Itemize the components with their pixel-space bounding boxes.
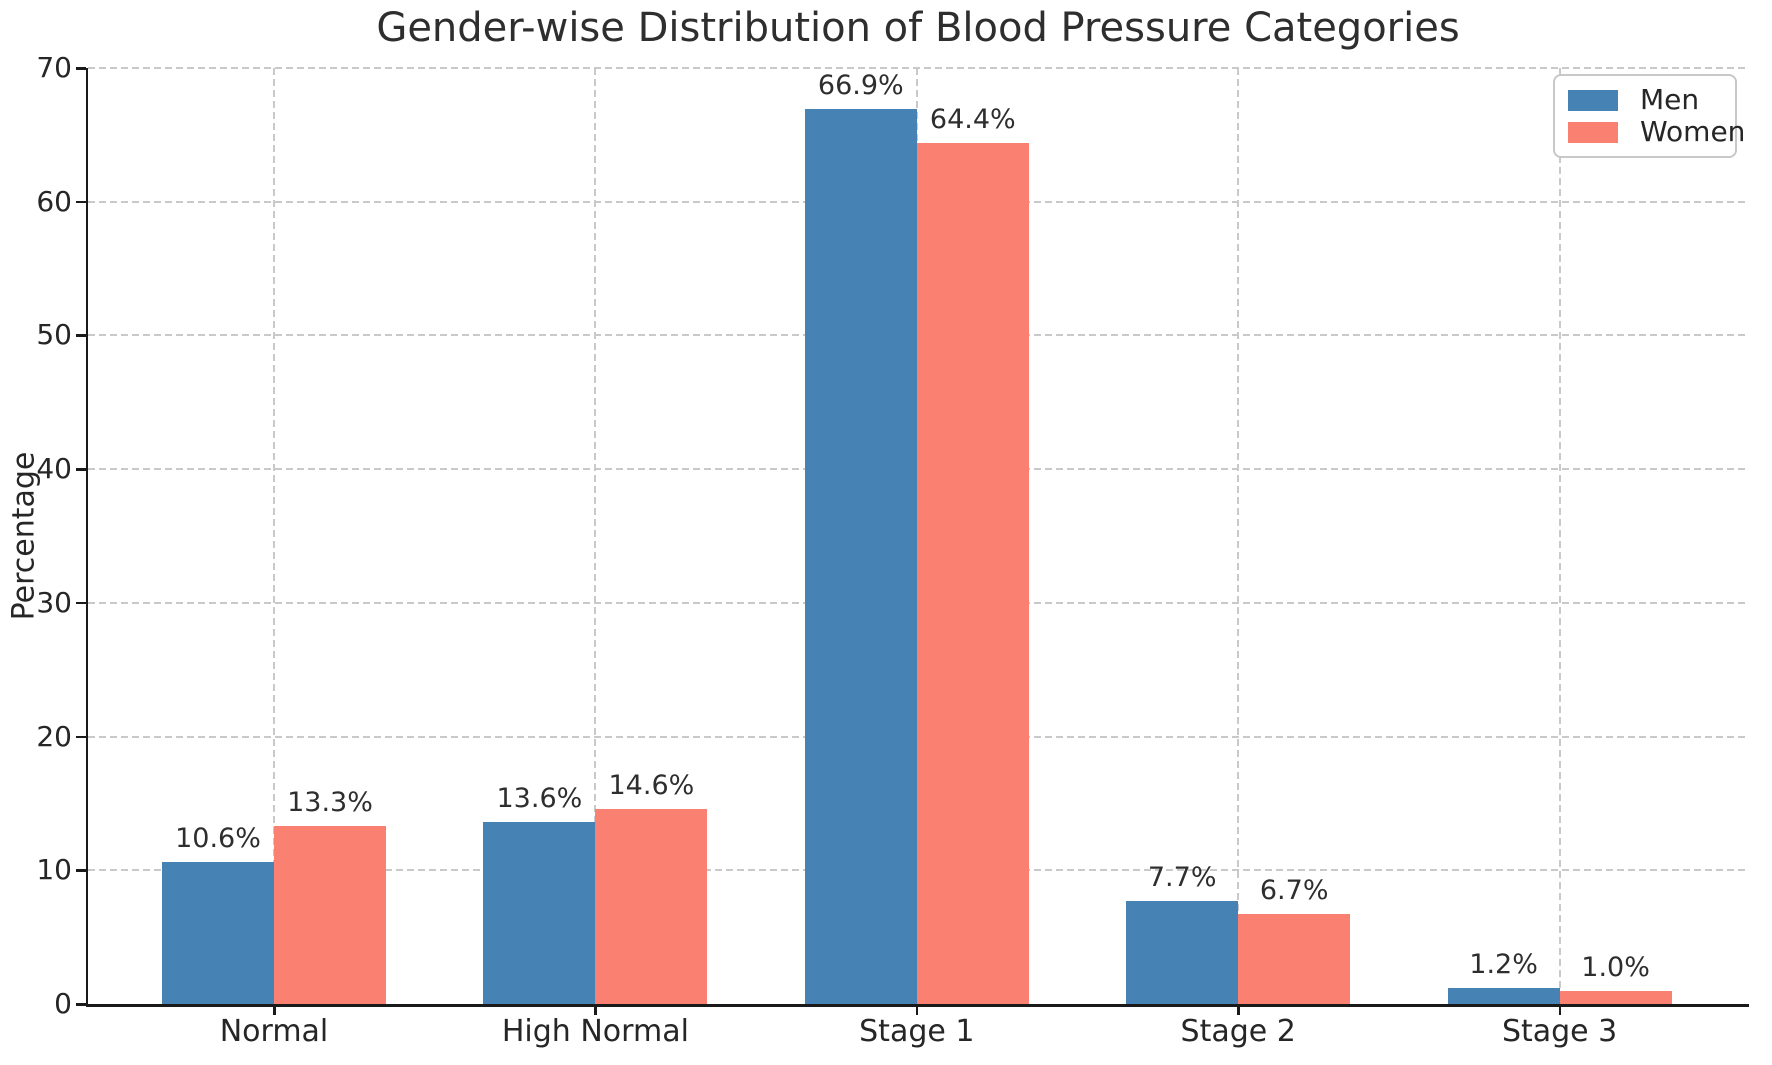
y-tick-40 xyxy=(76,468,86,471)
bar-men-0 xyxy=(162,862,274,1004)
plot-area: 10.6% 13.3% 13.6% 14.6% 66.9% 64.4% 7.7% 6.7% 1.… xyxy=(88,67,1749,1004)
bar-value-label: 6.7% xyxy=(1259,875,1329,907)
bar-women-4 xyxy=(1559,990,1672,1004)
legend: Men Women xyxy=(1553,74,1745,158)
bar-men-3 xyxy=(1126,901,1239,1004)
legend-item-women: Women xyxy=(1568,117,1745,147)
y-tick-label: 60 xyxy=(36,184,72,218)
x-tick-label: Normal xyxy=(219,1014,329,1049)
y-tick-label: 20 xyxy=(36,719,72,753)
v-gridline-4 xyxy=(1558,68,1561,1004)
bar-value-label: 14.6% xyxy=(608,769,695,801)
y-tick-label: 0 xyxy=(54,987,72,1020)
bar-men-1 xyxy=(483,822,596,1004)
legend-item-men: Men xyxy=(1568,85,1722,115)
x-tick-label: Stage 1 xyxy=(859,1014,975,1049)
bar-women-0 xyxy=(274,826,386,1004)
bar-value-label: 1.0% xyxy=(1581,951,1650,983)
y-tick-20 xyxy=(76,735,86,739)
y-tick-label: 10 xyxy=(36,853,72,887)
h-gridline-70 xyxy=(88,67,1749,69)
bar-men-2 xyxy=(804,109,917,1004)
men-color-swatch-icon xyxy=(1568,89,1618,111)
y-tick-60 xyxy=(76,200,86,204)
bar-women-2 xyxy=(916,142,1029,1004)
chart-title: Gender-wise Distribution of Blood Pressu… xyxy=(376,5,1460,51)
y-tick-50 xyxy=(76,334,86,337)
v-gridline-1 xyxy=(594,68,597,1004)
y-tick-label: 50 xyxy=(36,318,72,352)
x-tick-label: Stage 3 xyxy=(1501,1014,1618,1049)
x-tick-2 xyxy=(915,1006,919,1015)
bar-value-label: 66.9% xyxy=(817,70,904,102)
bar-men-4 xyxy=(1447,987,1560,1004)
x-tick-1 xyxy=(594,1006,597,1015)
x-tick-3 xyxy=(1237,1006,1240,1015)
v-gridline-0 xyxy=(273,68,275,1004)
bar-value-label: 7.7% xyxy=(1147,862,1217,894)
x-tick-label: Stage 2 xyxy=(1180,1014,1296,1049)
bar-value-label: 10.6% xyxy=(175,823,261,855)
bar-women-1 xyxy=(595,808,708,1004)
x-tick-4 xyxy=(1558,1006,1562,1015)
y-tick-label: 30 xyxy=(36,585,72,619)
v-gridline-3 xyxy=(1237,68,1240,1004)
x-axis-spine xyxy=(85,1004,1749,1007)
bar-value-label: 64.4% xyxy=(929,103,1016,135)
legend-label-women: Women xyxy=(1640,115,1746,148)
legend-label-men: Men xyxy=(1640,83,1700,116)
bar-women-3 xyxy=(1238,914,1351,1004)
bar-value-label: 13.3% xyxy=(287,787,373,819)
bar-value-label: 13.6% xyxy=(496,783,583,815)
y-tick-30 xyxy=(76,601,86,605)
y-tick-label: 40 xyxy=(36,452,72,486)
y-tick-70 xyxy=(76,67,86,70)
x-tick-0 xyxy=(273,1006,276,1015)
y-tick-0 xyxy=(76,1003,86,1006)
y-tick-label: 70 xyxy=(36,51,72,84)
women-color-swatch-icon xyxy=(1568,121,1618,143)
y-tick-10 xyxy=(76,869,86,872)
x-tick-label: High Normal xyxy=(501,1014,689,1049)
bar-value-label: 1.2% xyxy=(1469,948,1538,980)
y-axis-spine xyxy=(85,68,88,1006)
